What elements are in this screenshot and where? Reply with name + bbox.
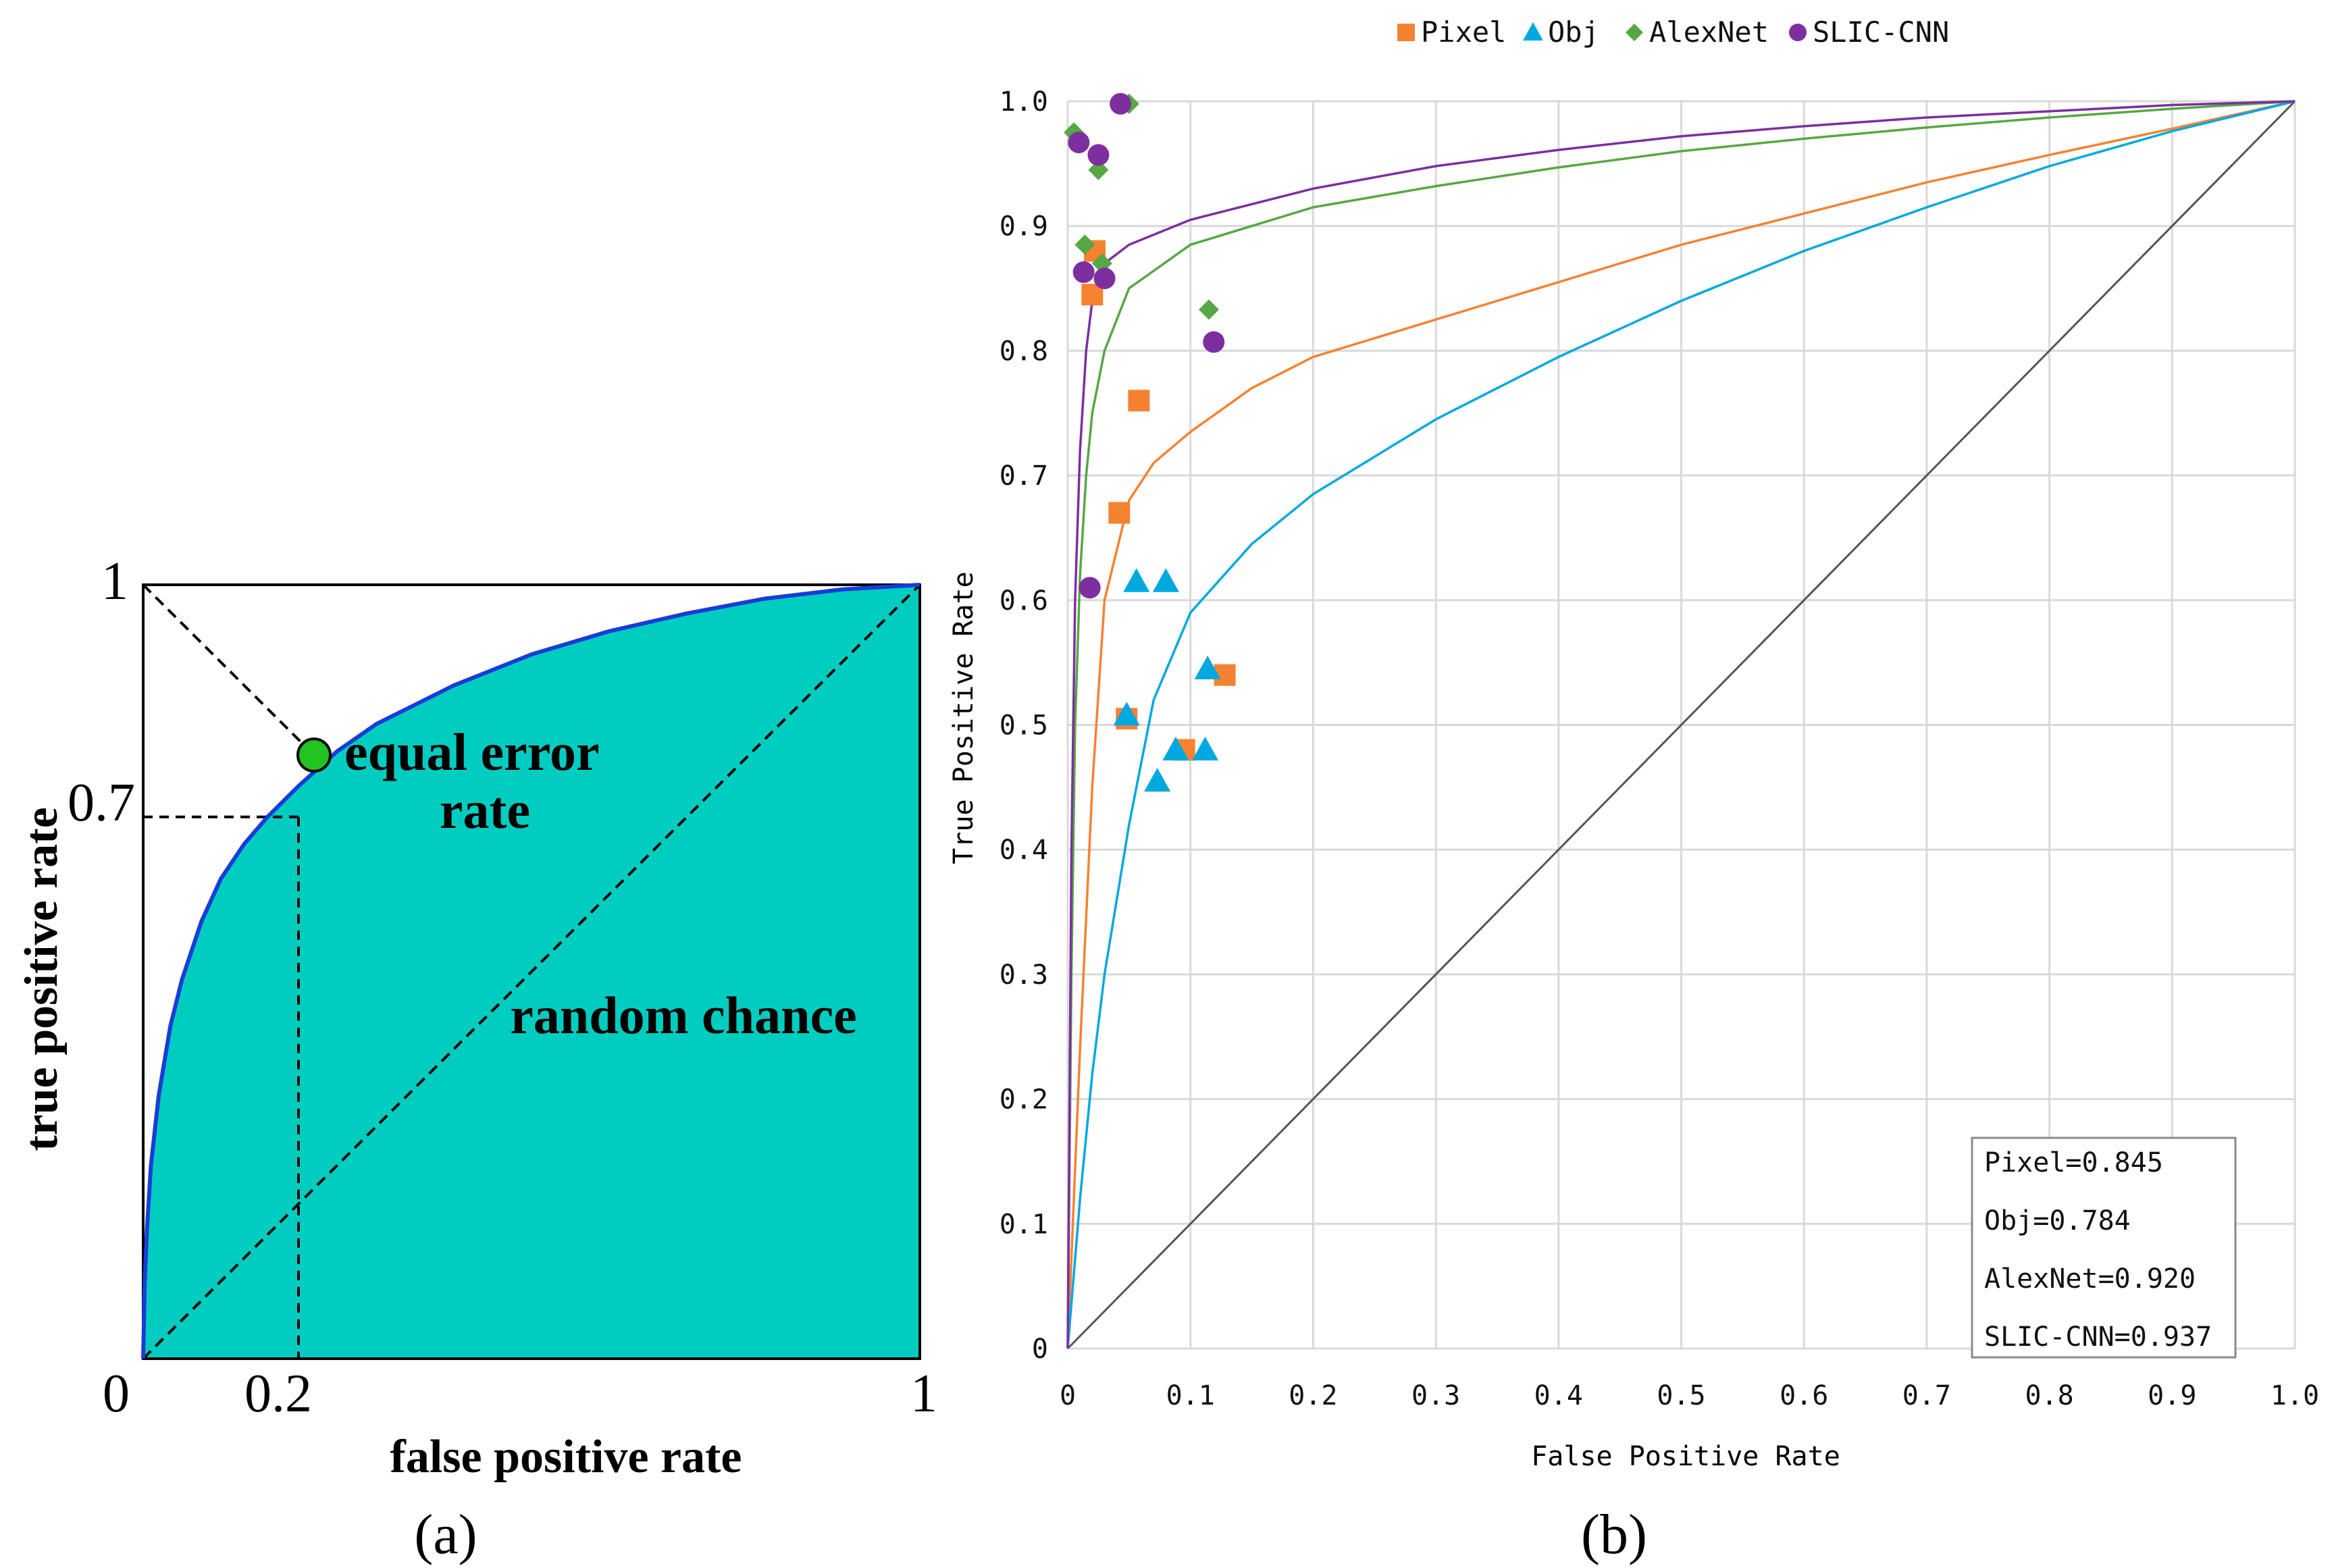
point-obj: [1194, 655, 1221, 680]
y-tick-0.7: 0.7: [68, 773, 135, 833]
roc-curve: [141, 583, 920, 1359]
point-slic-cnn: [1110, 93, 1132, 115]
legend-marker-alexnet: [1626, 24, 1643, 41]
random-chance-label: random chance: [510, 986, 856, 1045]
gridlines: [1066, 100, 2296, 1350]
legend-marker-slic-cnn: [1789, 24, 1807, 41]
auc-pixel: Pixel=0.845: [1984, 1147, 2163, 1178]
point-slic-cnn: [1087, 144, 1110, 166]
x-tick-label: 0.8: [2025, 1380, 2073, 1411]
point-slic-cnn: [1068, 131, 1090, 153]
y-tick-label: 0.2: [1000, 1084, 1048, 1116]
x-axis-title-b: False Positive Rate: [1531, 1441, 1840, 1472]
y-tick-1: 1: [101, 552, 128, 611]
point-alexnet: [1088, 159, 1109, 180]
random-chance-line: [142, 583, 921, 1360]
legend-marker-obj: [1523, 22, 1543, 41]
y-tick-label: 0.6: [1000, 585, 1048, 617]
equal-error-point: [296, 737, 332, 773]
point-alexnet: [1198, 299, 1219, 320]
legend-label-obj: Obj: [1548, 16, 1599, 49]
point-obj: [1162, 736, 1189, 761]
x-tick-label: 0.2: [1289, 1380, 1337, 1411]
fit-curve-alexnet: [1066, 100, 2296, 1349]
point-obj: [1144, 768, 1171, 792]
y-axis-title-b: True Positive Rate: [948, 571, 979, 864]
point-slic-cnn: [1072, 261, 1095, 284]
auc-obj: Obj=0.784: [1984, 1205, 2131, 1236]
x-tick-label: 0.7: [1902, 1380, 1951, 1411]
auc-box-frame: [1971, 1136, 2237, 1359]
x-tick-label: 0.3: [1411, 1380, 1460, 1411]
point-slic-cnn: [1079, 577, 1101, 599]
point-obj: [1113, 702, 1140, 726]
y-tick-labels: 0 0.1 0.2 0.3 0.4 0.5 0.6 0.7 0.8 0.9 1.0: [1000, 86, 1048, 1365]
x-tick-label: 0.5: [1657, 1380, 1705, 1411]
point-alexnet: [1074, 234, 1095, 255]
eer-label-line-1: equal error: [344, 723, 600, 781]
y-tick-label: 0.9: [1000, 211, 1048, 242]
legend-label-pixel: Pixel: [1421, 16, 1506, 49]
equal-error-line: [142, 583, 315, 756]
point-obj: [1123, 568, 1150, 592]
x-tick-label: 0.6: [1780, 1380, 1828, 1411]
y-tick-label: 0.5: [1000, 710, 1048, 741]
x-tick-0.2: 0.2: [244, 1364, 312, 1423]
fit-curves: [1066, 100, 2296, 1349]
fit-curve-obj: [1066, 100, 2296, 1349]
y-tick-label: 0: [1032, 1334, 1048, 1365]
legend-marker-pixel: [1397, 24, 1415, 41]
y-tick-label: 1.0: [1000, 86, 1048, 117]
legend: Pixel Obj AlexNet SLIC-CNN: [1397, 16, 1949, 49]
plot-frame-a: [142, 583, 921, 1360]
auc-box: Pixel=0.845 Obj=0.784 AlexNet=0.920 SLIC…: [1971, 1136, 2237, 1359]
x-axis-title-a: false positive rate: [390, 1431, 742, 1483]
x-tick-label: 0.9: [2148, 1380, 2196, 1411]
random-chance-line-b: [1066, 100, 2296, 1350]
point-slic-cnn: [1203, 331, 1225, 353]
x-tick-label: 0.4: [1534, 1380, 1583, 1411]
auc-alexnet: AlexNet=0.920: [1984, 1263, 2196, 1295]
point-obj: [1191, 736, 1219, 761]
legend-label-slic-cnn: SLIC-CNN: [1813, 16, 1949, 49]
x-tick-label: 1.0: [2271, 1380, 2319, 1411]
auc-slic-cnn: SLIC-CNN=0.937: [1984, 1322, 2212, 1353]
y-axis-title-a: true positive rate: [16, 807, 68, 1151]
x-tick-label: 0: [1060, 1380, 1076, 1411]
fit-curve-slic-cnn: [1066, 100, 2296, 1349]
point-slic-cnn: [1093, 267, 1116, 290]
point-pixel: [1128, 390, 1150, 412]
panel-label-a: (a): [414, 1503, 477, 1566]
y-tick-label: 0.1: [1000, 1209, 1048, 1240]
x-tick-1: 1: [910, 1364, 937, 1423]
x-tick-0: 0: [103, 1364, 130, 1423]
eer-label-line-2: rate: [440, 781, 530, 839]
x-tick-labels: 0 0.1 0.2 0.3 0.4 0.5 0.6 0.7 0.8 0.9 1.0: [1060, 1380, 2319, 1411]
point-obj: [1152, 568, 1179, 592]
y-tick-label: 0.8: [1000, 336, 1048, 367]
panel-label-b: (b): [1581, 1503, 1647, 1566]
fit-curve-pixel: [1066, 100, 2296, 1349]
panel-a: 1 0.7 0 0.2 1 equal error rate random ch…: [16, 552, 937, 1566]
point-pixel: [1108, 502, 1131, 524]
y-tick-label: 0.3: [1000, 960, 1048, 991]
legend-label-alexnet: AlexNet: [1649, 16, 1769, 49]
data-points: [1064, 93, 1236, 792]
x-tick-label: 0.1: [1166, 1380, 1215, 1411]
panel-b: 0 0.1 0.2 0.3 0.4 0.5 0.6 0.7 0.8 0.9 1.0 00.10.20…: [948, 16, 2319, 1566]
y-tick-label: 0.4: [1000, 835, 1048, 866]
y-tick-label: 0.7: [1000, 461, 1048, 492]
